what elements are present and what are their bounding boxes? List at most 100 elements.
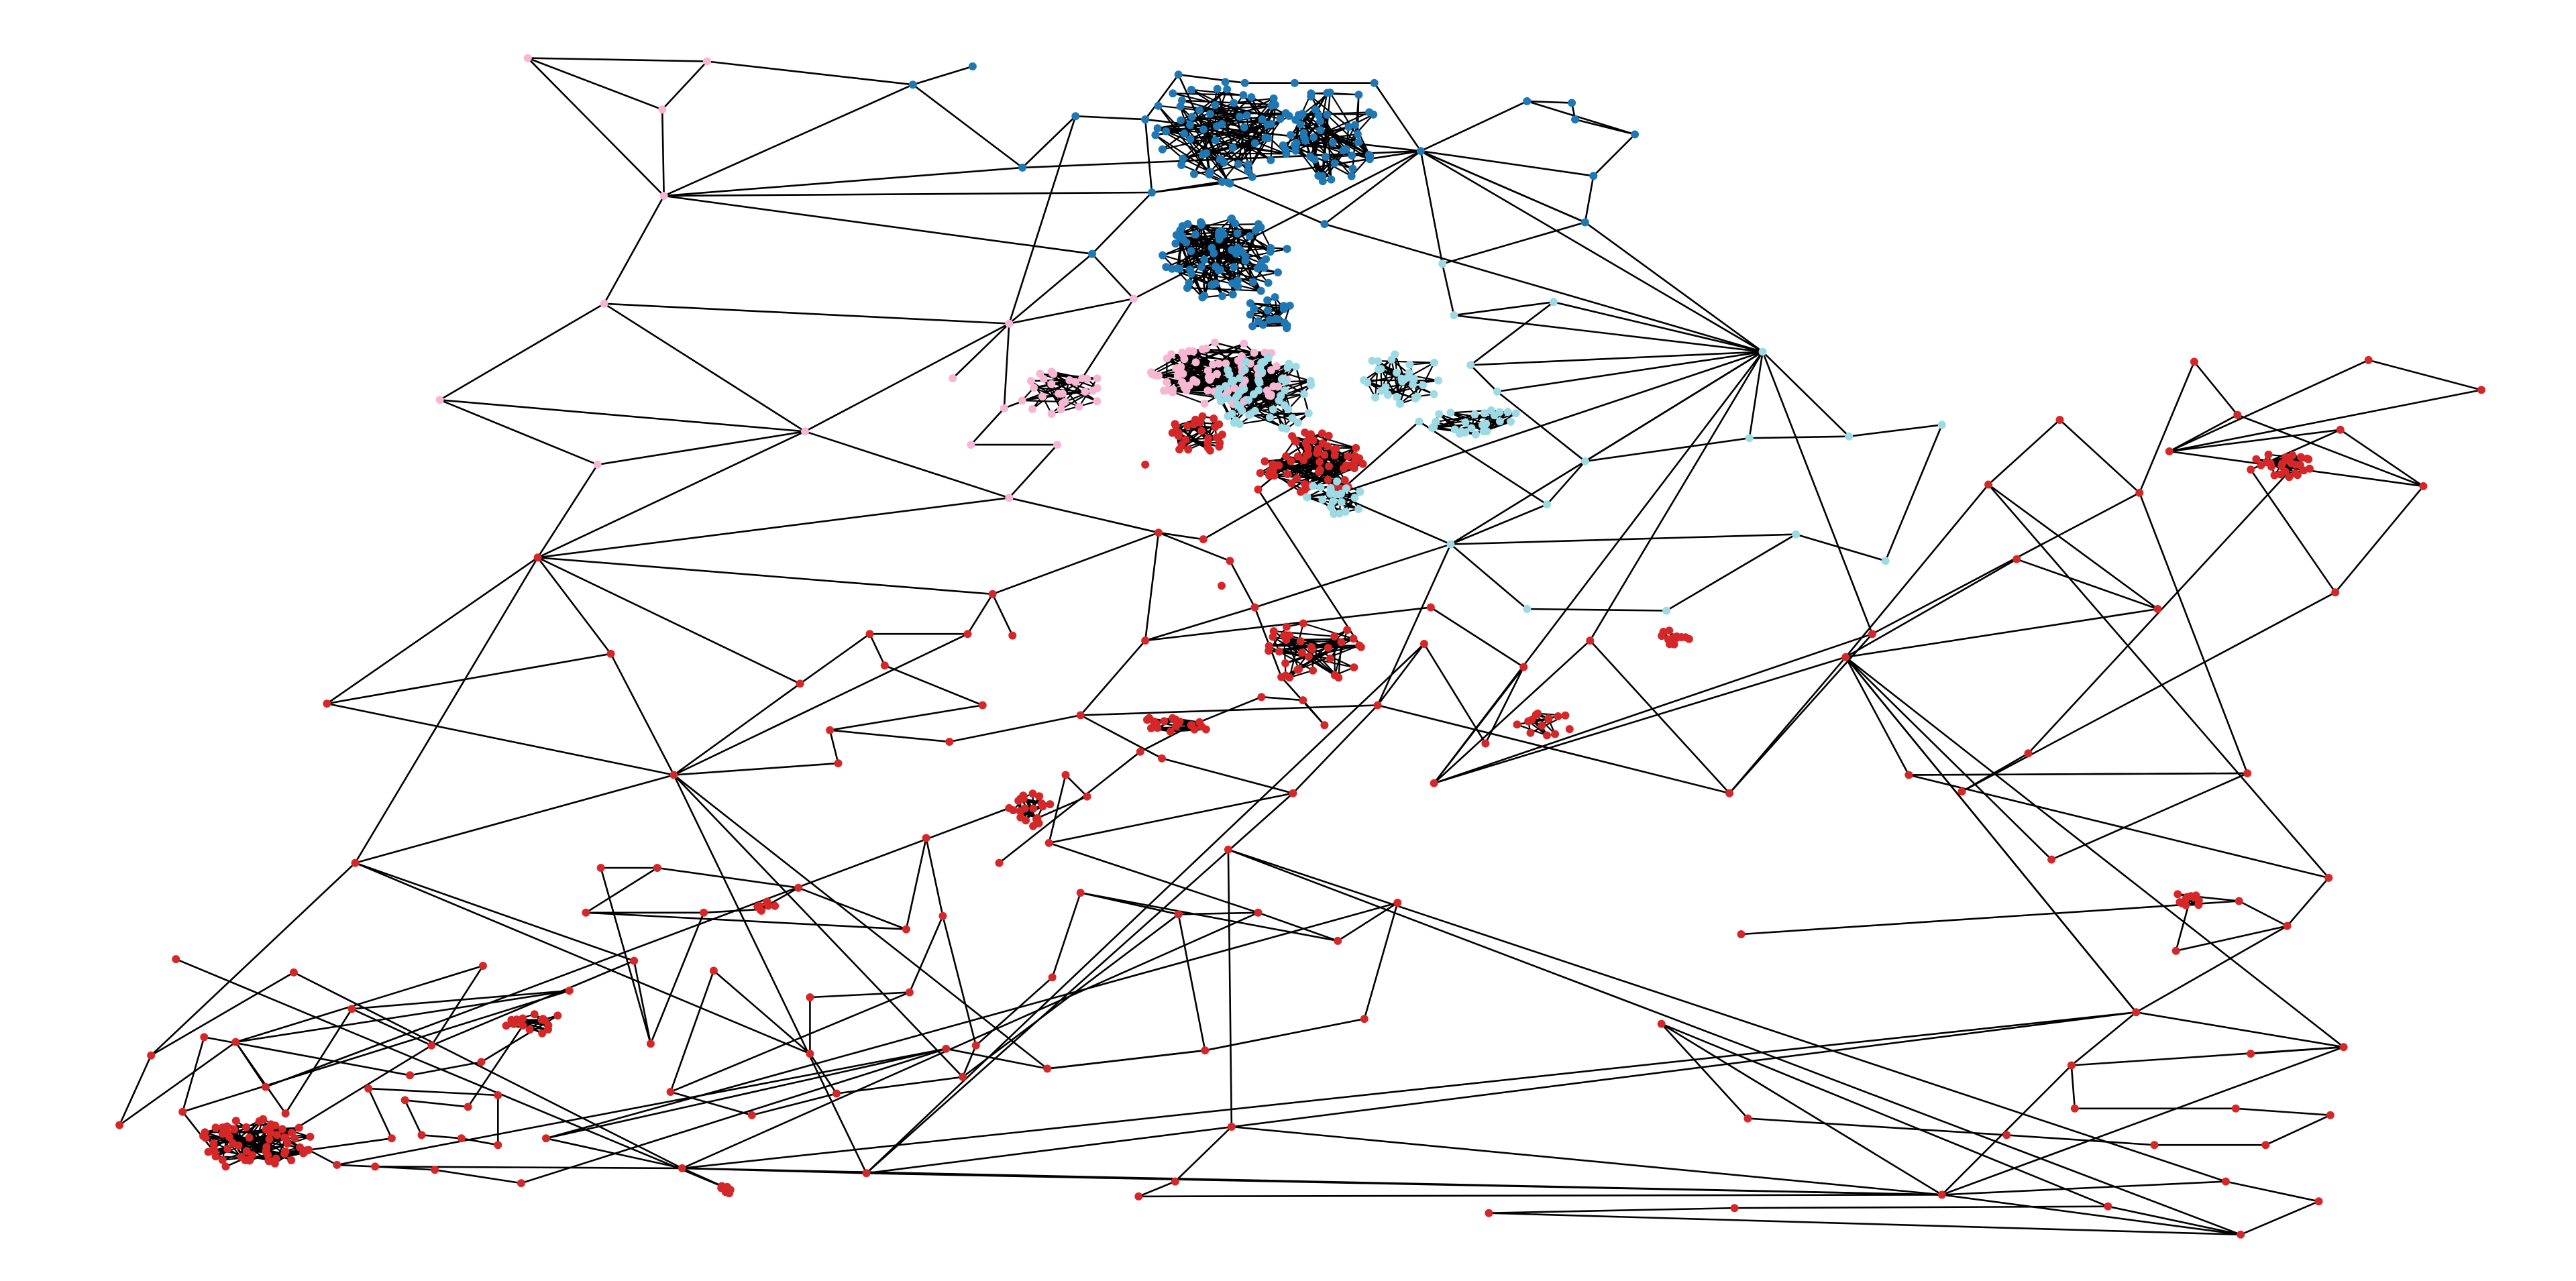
graph-node bbox=[1048, 973, 1057, 982]
graph-node bbox=[1304, 653, 1313, 661]
graph-edge bbox=[1941, 1180, 2226, 1196]
graph-node bbox=[323, 700, 331, 708]
graph-node bbox=[1309, 436, 1318, 445]
graph-edge bbox=[1252, 325, 1287, 327]
graph-edge bbox=[265, 807, 1010, 1088]
graph-node bbox=[1203, 366, 1212, 375]
graph-node bbox=[1223, 85, 1232, 94]
graph-node bbox=[1216, 266, 1225, 274]
graph-edge bbox=[1187, 223, 1262, 292]
graph-node bbox=[1016, 794, 1025, 803]
graph-node bbox=[1000, 404, 1008, 412]
graph-node bbox=[1269, 627, 1278, 636]
graph-node bbox=[1580, 457, 1589, 465]
graph-edge bbox=[998, 750, 1141, 864]
graph-node bbox=[1272, 461, 1281, 470]
graph-edge bbox=[1289, 623, 1304, 678]
graph-node bbox=[544, 1025, 552, 1034]
graph-edge bbox=[1845, 656, 2137, 1013]
graph-edge bbox=[1363, 379, 1416, 400]
graph-edge bbox=[1941, 1046, 2345, 1196]
graph-node bbox=[1145, 714, 1154, 722]
graph-edge bbox=[1356, 95, 1360, 134]
graph-edge bbox=[1202, 89, 1218, 155]
graph-node bbox=[1029, 804, 1038, 813]
graph-node bbox=[1543, 731, 1551, 740]
graph-edge bbox=[1080, 714, 1163, 759]
graph-node bbox=[1293, 452, 1302, 461]
graph-edge bbox=[962, 913, 1179, 1078]
graph-node bbox=[1354, 138, 1362, 146]
graph-node bbox=[1957, 787, 1966, 796]
graph-node bbox=[949, 374, 957, 383]
graph-node bbox=[1337, 638, 1346, 647]
graph-node bbox=[1290, 78, 1299, 87]
graph-node bbox=[1203, 386, 1212, 395]
graph-node bbox=[806, 1050, 814, 1058]
graph-edge bbox=[970, 407, 1005, 445]
graph-node bbox=[1215, 442, 1224, 451]
graph-edge bbox=[1660, 1023, 1749, 1119]
graph-node bbox=[1227, 1123, 1236, 1131]
graph-node bbox=[1296, 637, 1305, 645]
graph-edge bbox=[1336, 351, 1764, 496]
graph-node bbox=[1186, 121, 1194, 129]
graph-node bbox=[1387, 355, 1396, 364]
graph-node bbox=[1190, 170, 1198, 178]
graph-node bbox=[834, 759, 843, 768]
graph-node bbox=[1089, 386, 1097, 395]
graph-edge bbox=[1254, 543, 1451, 608]
graph-node bbox=[1320, 451, 1329, 459]
graph-node bbox=[1303, 444, 1312, 453]
graph-edge bbox=[673, 683, 801, 776]
graph-node bbox=[1265, 315, 1274, 324]
graph-edge bbox=[829, 729, 950, 743]
graph-node bbox=[1237, 352, 1246, 360]
graph-node bbox=[1076, 889, 1085, 897]
graph-node bbox=[2194, 896, 2203, 905]
graph-edge bbox=[1795, 533, 1886, 562]
graph-edge bbox=[1585, 437, 1750, 463]
graph-node bbox=[435, 396, 444, 404]
graph-node bbox=[1247, 93, 1256, 101]
graph-edge bbox=[706, 60, 913, 86]
graph-node bbox=[1187, 247, 1195, 256]
graph-node bbox=[1224, 394, 1232, 403]
graph-edge bbox=[1173, 93, 1244, 96]
graph-edge bbox=[1201, 223, 1259, 226]
graph-node bbox=[1039, 374, 1048, 383]
graph-node bbox=[262, 1125, 270, 1133]
graph-node bbox=[2477, 386, 2485, 394]
graph-edge bbox=[1210, 113, 1266, 139]
graph-edge bbox=[1884, 424, 1943, 561]
graph-node bbox=[1152, 719, 1161, 728]
graph-node bbox=[1316, 483, 1325, 492]
graph-edge bbox=[1849, 424, 1942, 437]
graph-edge bbox=[2169, 389, 2482, 453]
graph-edge bbox=[1988, 484, 2159, 610]
graph-node bbox=[1211, 136, 1220, 145]
graph-node bbox=[1018, 396, 1026, 405]
graph-node bbox=[922, 834, 930, 842]
graph-node bbox=[959, 1072, 967, 1081]
graph-node bbox=[494, 1091, 502, 1099]
graph-node bbox=[1288, 414, 1297, 423]
graph-node bbox=[2278, 459, 2287, 467]
graph-node bbox=[1240, 366, 1249, 374]
graph-node bbox=[2150, 1141, 2159, 1150]
graph-node bbox=[1264, 134, 1273, 143]
graph-node bbox=[1435, 410, 1444, 419]
graph-node bbox=[1026, 377, 1035, 385]
graph-node bbox=[2419, 482, 2428, 490]
graph-node bbox=[1046, 800, 1055, 809]
graph-node bbox=[1304, 450, 1313, 459]
graph-node bbox=[2270, 471, 2279, 480]
graph-node bbox=[1526, 728, 1535, 737]
graph-edge bbox=[1258, 911, 1338, 942]
graph-node bbox=[1246, 310, 1254, 319]
graph-node bbox=[1197, 263, 1205, 271]
graph-edge bbox=[119, 1041, 237, 1126]
graph-node bbox=[1280, 319, 1289, 327]
graph-node bbox=[1044, 838, 1053, 847]
